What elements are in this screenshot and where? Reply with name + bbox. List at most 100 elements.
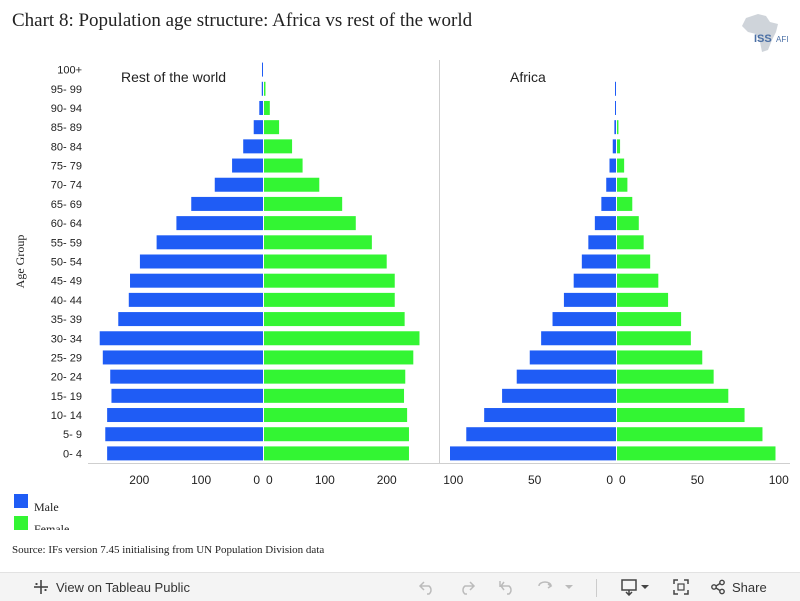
view-on-tableau-label: View on Tableau Public bbox=[56, 579, 190, 595]
revert-icon bbox=[499, 581, 512, 595]
legend-item-male[interactable]: Male bbox=[14, 492, 214, 514]
age-group-label: 90- 94 bbox=[51, 103, 82, 115]
download-icon bbox=[621, 579, 649, 596]
fullscreen-button[interactable] bbox=[672, 578, 690, 596]
bar-female bbox=[263, 216, 356, 231]
x-tick-label: 0 bbox=[266, 473, 273, 487]
age-group-label: 80- 84 bbox=[51, 141, 82, 153]
legend-item-female[interactable]: Female bbox=[14, 514, 214, 530]
download-button[interactable] bbox=[620, 578, 652, 596]
refresh-dropdown[interactable] bbox=[564, 582, 574, 592]
age-group-label: 10- 14 bbox=[51, 410, 82, 422]
bar-male bbox=[232, 158, 263, 173]
bar-male bbox=[243, 139, 263, 154]
bar-male bbox=[594, 216, 616, 231]
bar-male bbox=[606, 177, 616, 192]
bar-male bbox=[563, 292, 616, 307]
age-group-label: 100+ bbox=[57, 65, 82, 77]
y-axis-title: Age Group bbox=[13, 235, 27, 289]
redo-icon bbox=[462, 581, 476, 595]
x-tick-label: 50 bbox=[691, 473, 705, 487]
age-group-label: 35- 39 bbox=[51, 314, 82, 326]
age-group-label: 60- 64 bbox=[51, 218, 82, 230]
age-group-label: 70- 74 bbox=[51, 180, 82, 192]
africa-map-icon bbox=[742, 14, 778, 52]
bar-female bbox=[616, 196, 633, 211]
x-tick-label: 50 bbox=[528, 473, 542, 487]
x-tick-label: 0 bbox=[619, 473, 626, 487]
bar-female bbox=[263, 158, 303, 173]
refresh-button[interactable] bbox=[536, 578, 554, 596]
bar-male bbox=[502, 388, 616, 403]
bar-female bbox=[263, 177, 320, 192]
bar-male bbox=[259, 100, 263, 115]
bar-male bbox=[102, 350, 263, 365]
revert-button[interactable] bbox=[498, 578, 516, 596]
age-group-label: 75- 79 bbox=[51, 161, 82, 173]
share-label: Share bbox=[732, 579, 767, 595]
bar-male bbox=[118, 312, 264, 327]
bar-male bbox=[128, 292, 263, 307]
bar-male bbox=[139, 254, 263, 269]
bar-female bbox=[263, 292, 395, 307]
bar-male bbox=[609, 158, 616, 173]
undo-button[interactable] bbox=[418, 578, 436, 596]
tableau-toolbar: View on Tableau Public Shar bbox=[0, 572, 800, 601]
bar-male bbox=[466, 427, 616, 442]
age-group-label: 20- 24 bbox=[51, 372, 82, 384]
bar-female bbox=[263, 350, 414, 365]
bar-female bbox=[616, 254, 651, 269]
bar-female bbox=[263, 331, 420, 346]
chart-title: Chart 8: Population age structure: Afric… bbox=[12, 10, 473, 31]
bar-female bbox=[616, 292, 669, 307]
share-button[interactable]: Share bbox=[710, 579, 767, 595]
bar-female bbox=[263, 427, 409, 442]
bar-female bbox=[263, 254, 387, 269]
panel-title: Africa bbox=[510, 69, 546, 85]
x-tick-label: 100 bbox=[315, 473, 335, 487]
x-tick-label: 100 bbox=[769, 473, 789, 487]
bar-female bbox=[263, 446, 409, 461]
view-on-tableau-link[interactable]: View on Tableau Public bbox=[33, 579, 190, 595]
refresh-icon bbox=[538, 581, 553, 589]
bar-female bbox=[616, 350, 703, 365]
bar-male bbox=[253, 120, 263, 135]
bar-female bbox=[263, 100, 270, 115]
age-group-label: 40- 44 bbox=[51, 295, 82, 307]
chevron-down-icon bbox=[565, 585, 573, 589]
x-tick-label: 100 bbox=[191, 473, 211, 487]
bar-male bbox=[541, 331, 616, 346]
redo-button[interactable] bbox=[458, 578, 476, 596]
bar-male bbox=[573, 273, 616, 288]
bar-male bbox=[614, 120, 616, 135]
bar-female bbox=[616, 388, 729, 403]
bar-female bbox=[616, 312, 682, 327]
bar-male bbox=[130, 273, 263, 288]
bar-male bbox=[484, 408, 616, 423]
bar-male bbox=[107, 408, 263, 423]
bar-female bbox=[263, 139, 293, 154]
bar-female bbox=[616, 408, 745, 423]
bar-male bbox=[176, 216, 263, 231]
bar-female bbox=[616, 216, 639, 231]
age-group-label: 25- 29 bbox=[51, 352, 82, 364]
legend-label-female: Female bbox=[34, 522, 70, 530]
bar-male bbox=[107, 446, 263, 461]
bar-male bbox=[110, 369, 264, 384]
bar-male bbox=[601, 196, 616, 211]
age-group-label: 5- 9 bbox=[63, 429, 82, 441]
iss-afi-logo: ISS AFI bbox=[736, 12, 788, 54]
bar-female bbox=[263, 408, 408, 423]
x-tick-label: 0 bbox=[253, 473, 260, 487]
x-tick-label: 200 bbox=[129, 473, 149, 487]
bar-male bbox=[111, 388, 264, 403]
age-group-label: 30- 34 bbox=[51, 333, 82, 345]
bar-female bbox=[263, 235, 372, 250]
bar-female bbox=[616, 331, 691, 346]
bar-male bbox=[552, 312, 616, 327]
bar-female bbox=[263, 312, 405, 327]
bar-male bbox=[581, 254, 616, 269]
age-group-label: 95- 99 bbox=[51, 84, 82, 96]
age-group-label: 65- 69 bbox=[51, 199, 82, 211]
age-group-label: 50- 54 bbox=[51, 257, 82, 269]
